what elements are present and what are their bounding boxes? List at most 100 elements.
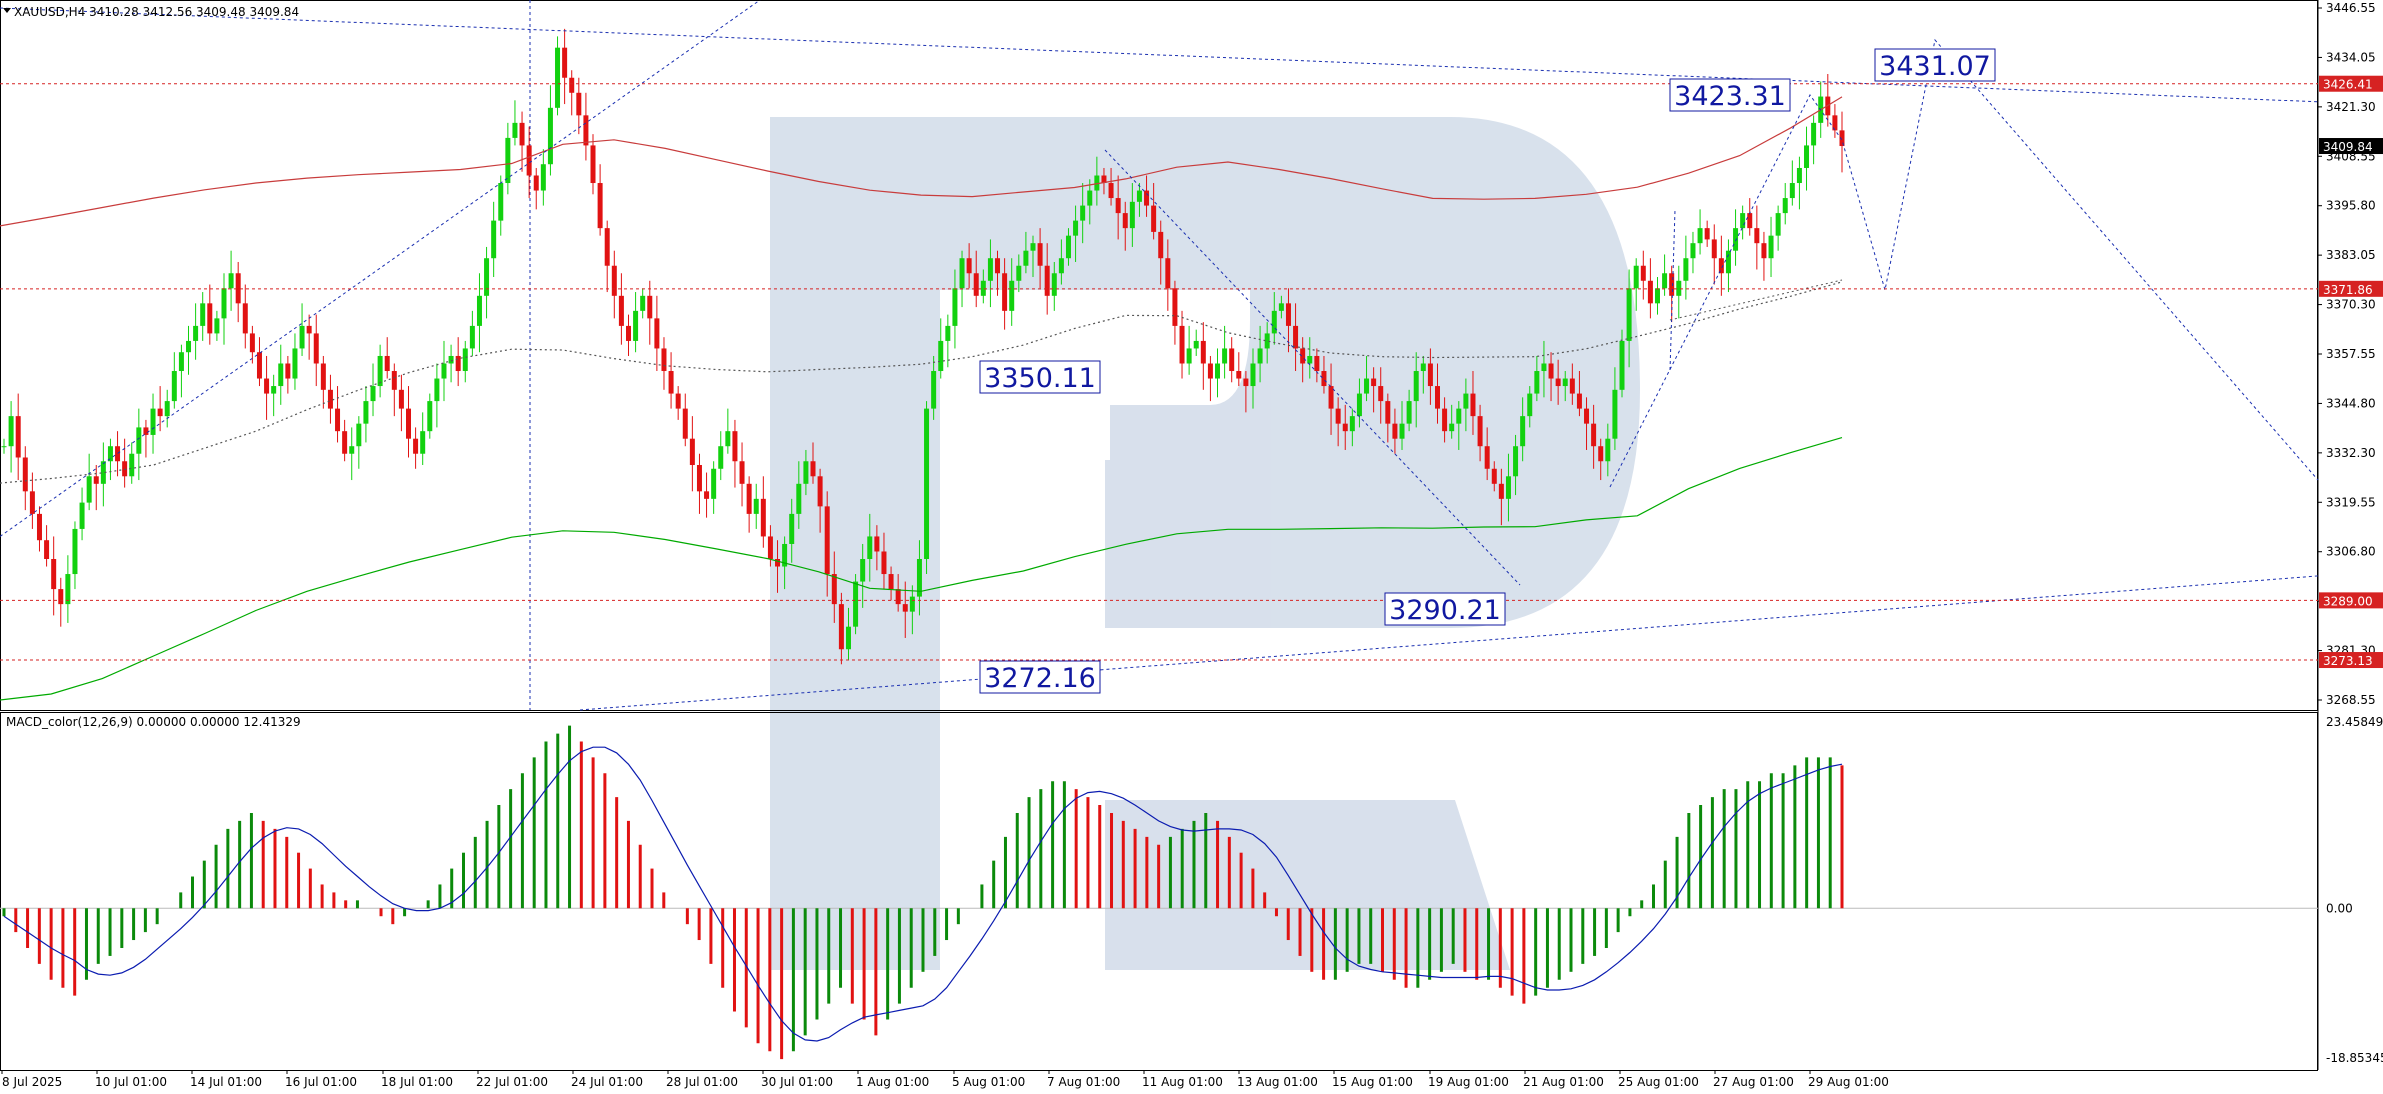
candle-body	[1654, 288, 1660, 304]
callout-box	[1669, 78, 1791, 112]
candle	[1612, 367, 1618, 450]
candle	[1576, 371, 1582, 417]
candle-body	[1605, 438, 1611, 462]
candle	[775, 540, 781, 593]
candle	[15, 393, 21, 481]
candle	[1243, 371, 1249, 413]
candle-body	[1307, 355, 1313, 364]
candle-body	[406, 408, 412, 439]
candle-body	[1115, 198, 1121, 214]
price-tick-label: 3383.05	[2326, 248, 2376, 262]
price-tick-label: 3370.30	[2326, 298, 2376, 312]
candle	[1470, 371, 1476, 435]
candle	[1108, 167, 1114, 206]
candle	[129, 442, 135, 484]
candle-body	[604, 228, 610, 266]
candle-body	[895, 589, 901, 605]
candle-body	[228, 273, 234, 289]
candle	[427, 393, 433, 439]
candle	[1498, 468, 1504, 526]
candle	[1257, 325, 1263, 383]
candle-body	[1278, 303, 1284, 311]
candle	[966, 243, 972, 289]
candle-body	[1562, 378, 1568, 387]
candle-body	[1541, 363, 1547, 372]
candle-body	[51, 559, 57, 590]
candle	[924, 401, 930, 575]
candle	[1413, 352, 1419, 428]
price-callout: 3423.31	[1669, 78, 1791, 112]
candle	[363, 386, 369, 443]
candle-body	[1520, 416, 1526, 447]
candle-body	[1619, 340, 1625, 390]
candle	[888, 566, 894, 601]
candle-body	[1108, 183, 1114, 199]
candle-body	[1250, 363, 1256, 387]
candle	[931, 355, 937, 420]
candle-body	[29, 491, 35, 514]
candle-body	[285, 363, 291, 379]
candle	[909, 585, 915, 635]
price-tick-label: 3434.05	[2326, 50, 2376, 64]
candle	[1229, 337, 1235, 383]
candle-body	[796, 483, 802, 514]
candle	[533, 167, 539, 210]
candle	[51, 536, 57, 616]
candle-body	[306, 325, 312, 334]
candle	[335, 386, 341, 443]
candle	[1165, 239, 1171, 311]
candle-body	[1364, 378, 1370, 394]
candle-body	[1356, 393, 1362, 417]
candle-body	[455, 355, 461, 372]
candle	[604, 220, 610, 293]
candle	[278, 344, 284, 405]
candle-body	[540, 164, 546, 191]
candle-body	[107, 446, 113, 462]
candle-body	[36, 513, 42, 541]
candle-body	[1477, 416, 1483, 447]
candle-body	[1697, 228, 1703, 244]
lower-trendline	[579, 575, 2319, 711]
candle-body	[1399, 423, 1405, 439]
candle	[1215, 348, 1221, 398]
candle	[186, 325, 192, 375]
candle	[1349, 408, 1355, 447]
candle	[44, 525, 50, 567]
symbol-header: XAUUSD,H4 3410.28 3412.56 3409.48 3409.8…	[14, 5, 299, 19]
candle-body	[15, 416, 21, 458]
time-tick-label: 21 Aug 01:00	[1523, 1075, 1604, 1089]
candle	[938, 318, 944, 379]
candle-body	[299, 325, 305, 349]
candle	[1811, 115, 1817, 165]
candle	[441, 340, 447, 402]
candle	[164, 389, 170, 428]
candle-body	[1718, 258, 1724, 274]
candle	[1711, 224, 1717, 285]
price-tick-label: 3344.80	[2326, 396, 2376, 410]
candle	[1406, 389, 1412, 432]
candle-body	[193, 325, 199, 341]
candle	[491, 201, 497, 278]
candle-body	[782, 543, 788, 567]
candle	[1548, 352, 1554, 402]
candle	[640, 288, 646, 319]
candle	[1293, 303, 1299, 372]
dropdown-arrow-icon	[3, 8, 11, 13]
candle	[803, 449, 809, 496]
candle-body	[1527, 393, 1533, 417]
price-tick-label: 3306.80	[2326, 545, 2376, 559]
candle	[413, 427, 419, 469]
rising-trendline	[0, 0, 761, 537]
candle-body	[625, 325, 631, 341]
price-tick-label: 3421.30	[2326, 100, 2376, 114]
candle	[1569, 363, 1575, 405]
candle	[93, 465, 99, 511]
candle-body	[65, 574, 71, 605]
candle-body	[221, 288, 227, 319]
candle-body	[583, 115, 589, 146]
candle-body	[845, 626, 851, 650]
candle-body	[1420, 363, 1426, 372]
candle	[1442, 397, 1448, 443]
candle-body	[313, 333, 319, 364]
